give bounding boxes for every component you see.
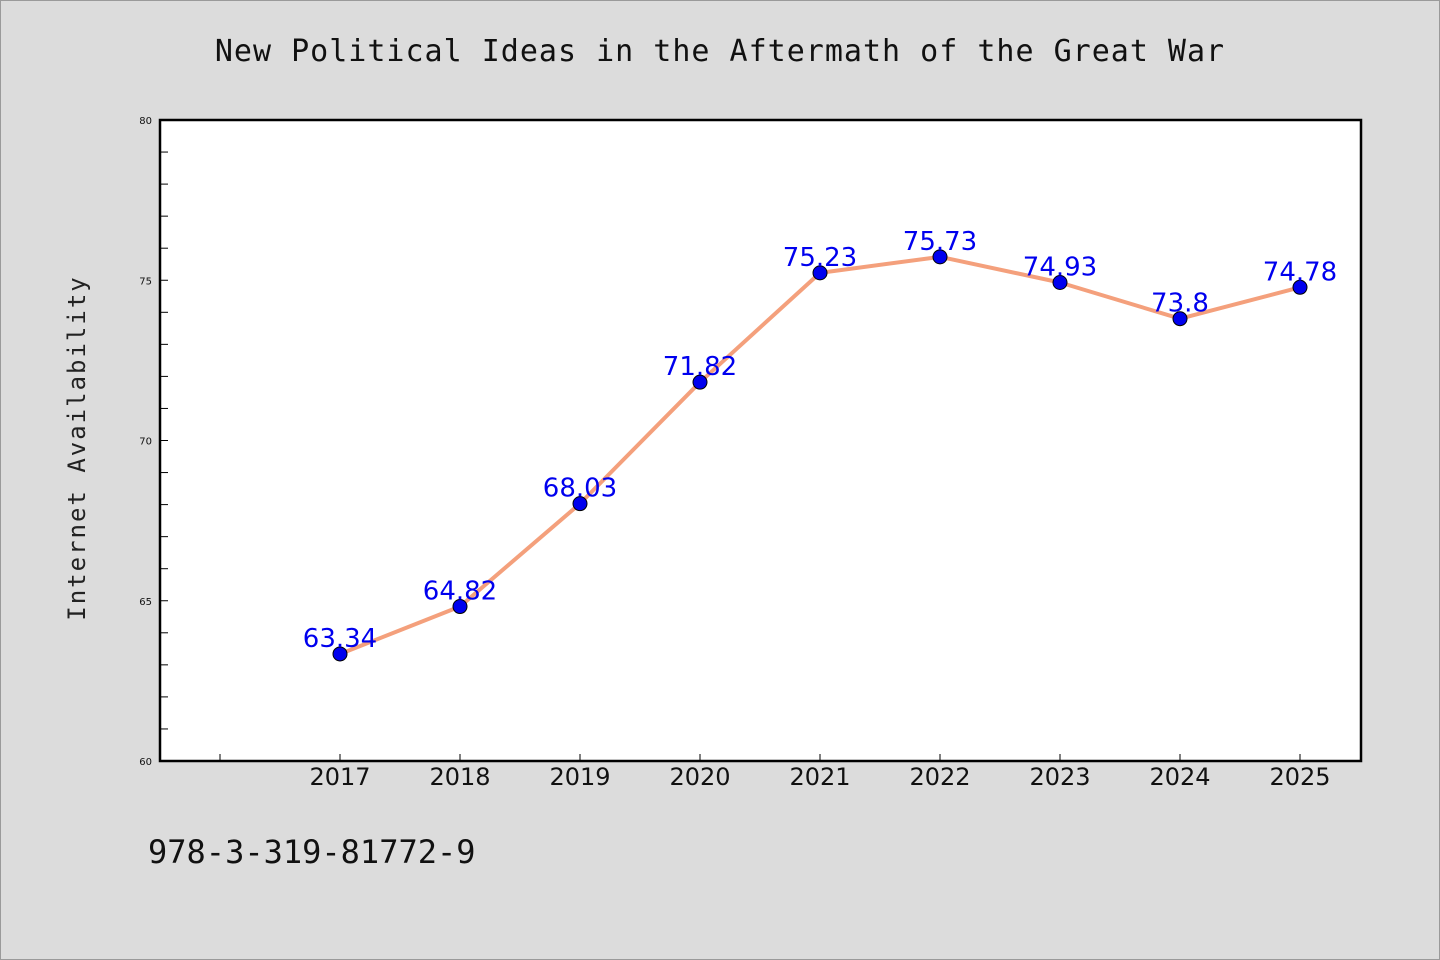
data-label: 74.93 (1023, 252, 1097, 282)
data-point (332, 646, 348, 662)
data-label: 63.34 (303, 624, 377, 654)
data-label: 73.8 (1151, 289, 1209, 319)
footer-code: 978-3-319-81772-9 (148, 833, 476, 871)
data-label: 75.73 (903, 227, 977, 257)
data-point (452, 599, 468, 615)
data-point (1292, 279, 1308, 295)
y-tick-label: 70 (139, 437, 152, 448)
y-tick-label: 80 (139, 116, 152, 127)
x-tick-label: 2024 (1149, 763, 1210, 791)
x-tick-label: 2022 (909, 763, 970, 791)
data-point (932, 249, 948, 265)
data-label: 74.78 (1263, 257, 1337, 287)
data-label: 71.82 (663, 352, 737, 382)
x-tick-label: 2020 (669, 763, 730, 791)
x-tick-label: 2021 (789, 763, 850, 791)
data-label: 64.82 (423, 577, 497, 607)
x-tick-label: 2019 (549, 763, 610, 791)
plot-border (158, 118, 1363, 763)
chart-title: New Political Ideas in the Aftermath of … (214, 34, 1226, 69)
data-point (692, 374, 708, 390)
data-point (1052, 274, 1068, 290)
y-tick-label: 60 (139, 757, 152, 768)
y-tick-label: 75 (139, 276, 152, 287)
x-tick-label: 2018 (429, 763, 490, 791)
x-tick-label: 2023 (1029, 763, 1090, 791)
y-tick-label: 65 (139, 597, 152, 608)
x-tick-label: 2025 (1269, 763, 1330, 791)
data-label: 75.23 (783, 243, 857, 273)
data-point (1172, 311, 1188, 327)
data-label: 68.03 (543, 474, 617, 504)
data-point (572, 496, 588, 512)
x-tick-label: 2017 (309, 763, 370, 791)
data-point (812, 265, 828, 281)
plot-area (160, 120, 1361, 761)
